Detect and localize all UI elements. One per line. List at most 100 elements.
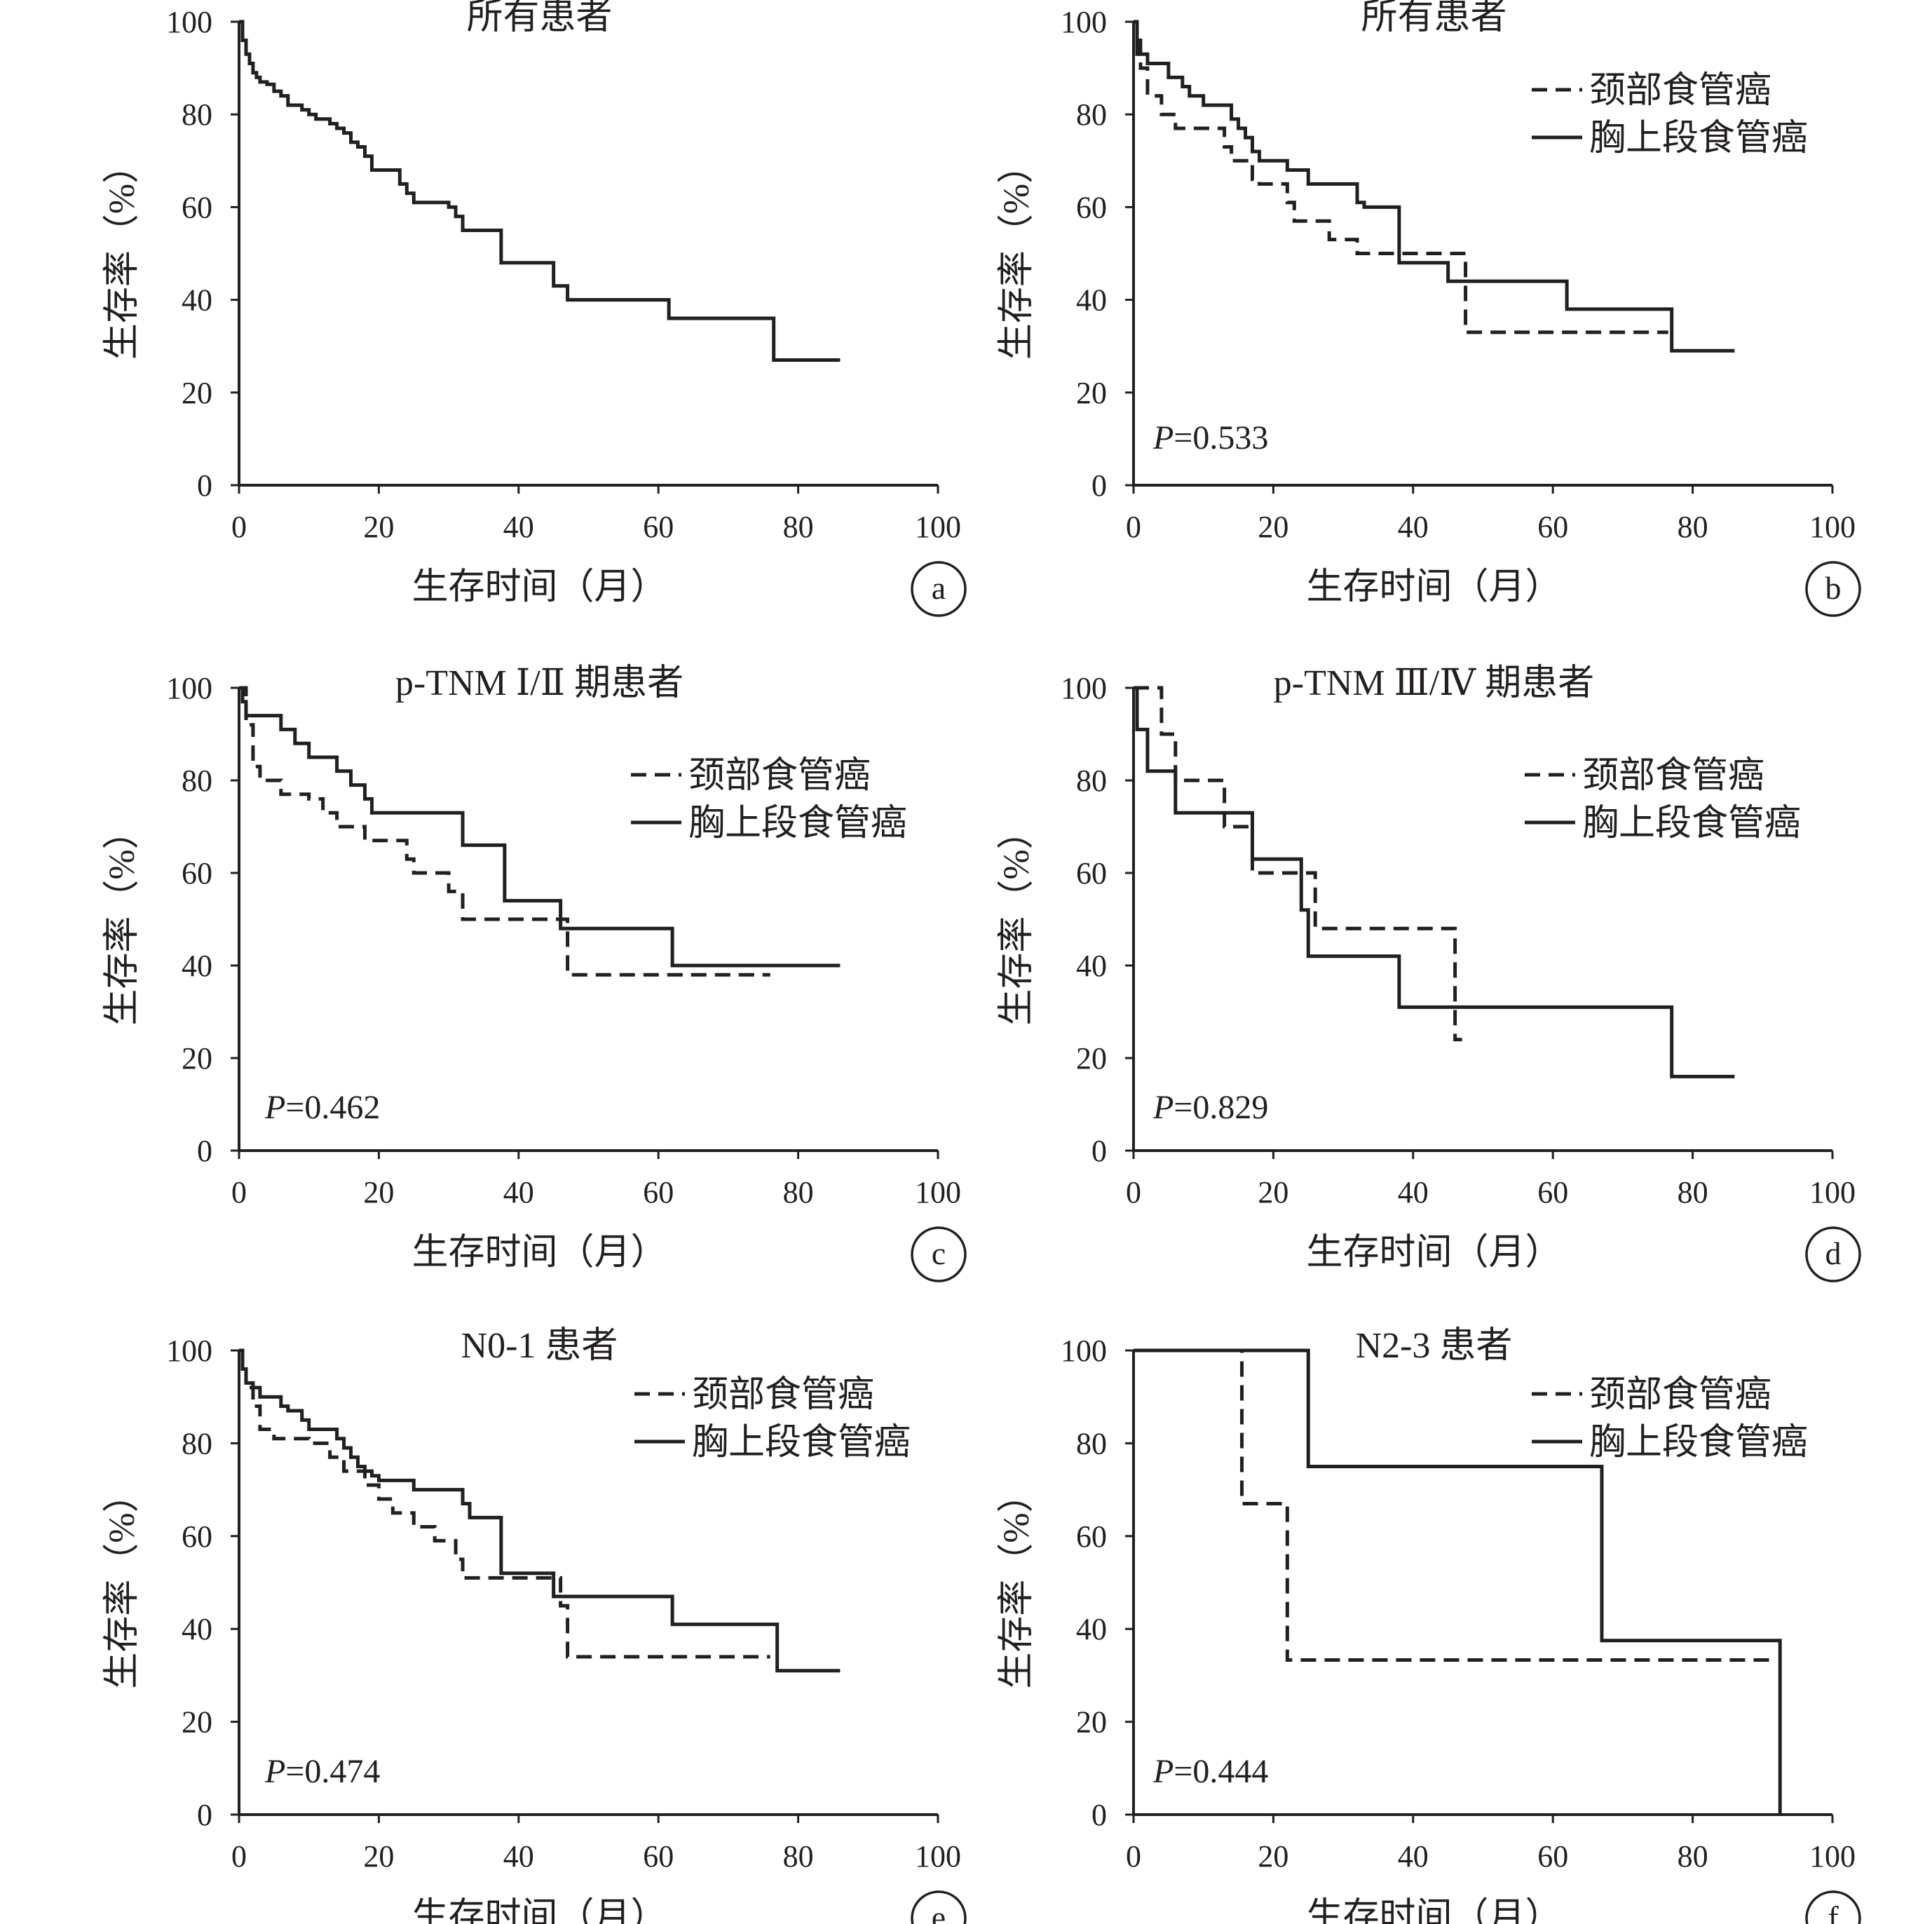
x-tick-label: 80: [783, 1175, 814, 1210]
x-tick-label: 60: [643, 510, 674, 544]
y-tick-label: 60: [1076, 190, 1107, 224]
panel-badge-circle: [911, 1226, 967, 1282]
y-tick-label: 60: [1076, 856, 1107, 890]
series-dashed-curve: [239, 686, 770, 977]
y-tick-label: 40: [1076, 1612, 1107, 1646]
x-tick-label: 100: [915, 1175, 961, 1210]
y-tick-label: 100: [1061, 671, 1107, 705]
x-tick-label: 80: [783, 510, 814, 544]
y-axis-label: 生存率（%）: [102, 813, 142, 1025]
y-tick-label: 20: [182, 376, 212, 410]
series-solid-curve: [1134, 1348, 1782, 1815]
x-axis-label: 生存时间（月）: [411, 1233, 667, 1273]
x-tick-label: 80: [783, 1839, 814, 1874]
x-tick-label: 0: [231, 1175, 247, 1210]
panel-title: 所有患者: [1361, 0, 1506, 37]
x-tick-label: 100: [1809, 1839, 1856, 1874]
series-solid-curve: [1134, 686, 1735, 1078]
series-dashed-curve: [1134, 20, 1668, 334]
y-tick-label: 0: [1091, 1798, 1107, 1832]
legend-label: 颈部食管癌: [692, 1375, 874, 1415]
panel-badge-letter: f: [1828, 1899, 1839, 1924]
x-tick-label: 0: [1126, 1175, 1141, 1210]
panel-badge-circle: [911, 1890, 967, 1924]
y-tick-label: 80: [182, 97, 212, 132]
p-value: P=0.444: [1152, 1753, 1268, 1790]
x-tick-label: 80: [1678, 1839, 1708, 1874]
panel-badge-letter: b: [1825, 570, 1842, 606]
panel-badge-circle: [1805, 1890, 1861, 1924]
x-tick-label: 40: [503, 510, 534, 544]
x-tick-label: 20: [363, 1175, 394, 1210]
panel-title: N0-1 患者: [461, 1326, 618, 1366]
x-axis-label: 生存时间（月）: [411, 1897, 667, 1924]
y-tick-label: 100: [1061, 5, 1107, 39]
panel-badge-circle: [1805, 561, 1861, 617]
y-tick-label: 80: [1076, 1426, 1107, 1461]
y-tick-label: 20: [182, 1705, 212, 1740]
y-tick-label: 0: [197, 1798, 212, 1832]
p-value: P=0.462: [264, 1089, 380, 1126]
y-tick-label: 60: [1076, 1519, 1107, 1554]
legend-label: 胸上段食管癌: [1589, 118, 1808, 158]
p-value: P=0.474: [264, 1753, 380, 1790]
series-solid-curve: [239, 20, 841, 363]
x-tick-label: 0: [231, 1839, 247, 1874]
series-solid-curve: [239, 1348, 841, 1673]
x-tick-label: 100: [915, 510, 961, 544]
legend-label: 胸上段食管癌: [1589, 1423, 1808, 1463]
x-tick-label: 40: [1398, 1839, 1429, 1874]
p-value: P=0.829: [1152, 1089, 1268, 1126]
y-tick-label: 80: [1076, 764, 1107, 798]
y-tick-label: 60: [182, 1519, 212, 1554]
y-tick-label: 60: [182, 856, 212, 890]
legend-label: 颈部食管癌: [1582, 756, 1764, 796]
panel-title: p-TNM Ⅲ/Ⅳ 期患者: [1274, 663, 1594, 703]
y-tick-label: 100: [166, 5, 212, 39]
x-tick-label: 40: [1398, 1175, 1429, 1210]
panel-badge-letter: d: [1825, 1235, 1842, 1271]
x-tick-label: 60: [1537, 510, 1568, 544]
x-tick-label: 0: [1126, 510, 1141, 544]
x-tick-label: 60: [643, 1839, 674, 1874]
x-tick-label: 100: [1809, 510, 1856, 544]
y-tick-label: 40: [182, 949, 212, 983]
y-tick-label: 0: [1091, 1134, 1107, 1168]
legend-label: 颈部食管癌: [1589, 71, 1771, 111]
y-tick-label: 0: [1091, 468, 1107, 503]
y-tick-label: 100: [166, 671, 212, 705]
y-tick-label: 60: [182, 190, 212, 224]
panel-b: 0 20 40 60 80 100 0 20 40 60 80 100 生存时间（月） 生存率（%） 所有患…: [997, 0, 1861, 617]
y-tick-label: 80: [1076, 97, 1107, 132]
x-axis-label: 生存时间（月）: [1306, 1233, 1561, 1273]
x-tick-label: 40: [1398, 510, 1429, 544]
y-tick-label: 40: [1076, 949, 1107, 983]
legend-label: 胸上段食管癌: [688, 804, 907, 844]
y-axis-label: 生存率（%）: [102, 1476, 142, 1688]
x-tick-label: 100: [915, 1839, 961, 1874]
panel-badge-circle: [1805, 1226, 1861, 1282]
y-axis-label: 生存率（%）: [997, 147, 1037, 360]
series-solid-curve: [1134, 20, 1735, 353]
y-tick-label: 40: [182, 1612, 212, 1646]
y-tick-label: 20: [1076, 1705, 1107, 1740]
panel-e: 0 20 40 60 80 100 0 20 40 60 80 100 生存时间（月） 生存率（%） N0-…: [102, 1326, 967, 1924]
x-tick-label: 40: [503, 1839, 534, 1874]
panel-title: p-TNM Ⅰ/Ⅱ 期患者: [395, 663, 683, 703]
panel-a: 0 20 40 60 80 100 0 20 40 60 80 100 生存时间（月） 生存率（%） 所有患…: [102, 0, 967, 617]
y-tick-label: 20: [182, 1041, 212, 1076]
y-tick-label: 0: [197, 1134, 212, 1168]
panel-badge-letter: a: [932, 570, 946, 606]
x-tick-label: 40: [503, 1175, 534, 1210]
x-tick-label: 20: [363, 1839, 394, 1874]
legend-label: 胸上段食管癌: [1582, 804, 1801, 844]
panel-badge-letter: c: [932, 1235, 946, 1271]
x-tick-label: 0: [231, 510, 247, 544]
series-dashed-curve: [239, 1348, 770, 1659]
x-tick-label: 80: [1678, 510, 1708, 544]
y-tick-label: 20: [1076, 376, 1107, 410]
x-axis-label: 生存时间（月）: [411, 567, 667, 607]
legend-label: 胸上段食管癌: [692, 1423, 911, 1463]
panel-title: 所有患者: [466, 0, 612, 37]
panel-badge-letter: e: [932, 1899, 946, 1924]
